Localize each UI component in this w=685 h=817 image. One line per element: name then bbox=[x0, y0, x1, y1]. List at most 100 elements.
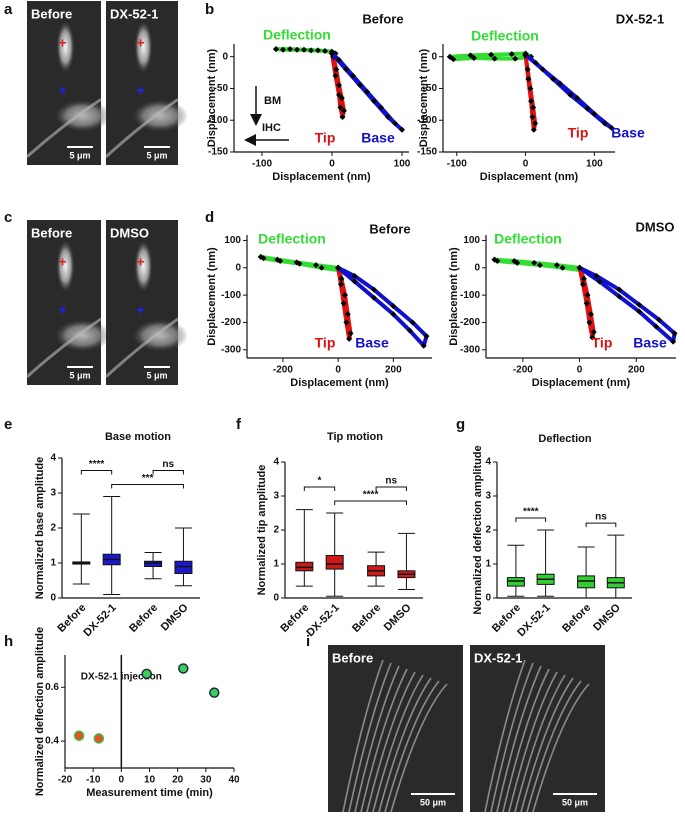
series-label: Base bbox=[633, 335, 667, 351]
trajectory-point bbox=[671, 330, 678, 337]
trajectory-point bbox=[350, 72, 356, 79]
x-axis-label: Displacement (nm) bbox=[290, 377, 389, 389]
trajectory-point bbox=[406, 327, 413, 334]
y-tick-label: 0.4 bbox=[45, 736, 59, 747]
fiber bbox=[526, 680, 582, 813]
x-axis-label: Measurement time (min) bbox=[86, 787, 213, 799]
trajectory-point bbox=[556, 80, 563, 87]
trajectory-point bbox=[371, 286, 378, 293]
trajectory-point bbox=[525, 75, 532, 82]
scale-bar-label: 5 μm bbox=[69, 370, 90, 380]
trajectory-point bbox=[508, 51, 515, 58]
marker-plus: + bbox=[58, 254, 66, 270]
panel-label: a bbox=[4, 1, 13, 18]
trajectory-point bbox=[280, 46, 286, 53]
trajectory-point bbox=[670, 338, 677, 345]
fiber bbox=[532, 683, 590, 813]
trajectory-point bbox=[371, 294, 378, 301]
x-tick-label: DMSO bbox=[591, 601, 623, 633]
trajectory-point bbox=[616, 293, 623, 300]
x-tick-label: Before bbox=[560, 602, 593, 635]
trajectory bbox=[577, 267, 596, 340]
annotation: BM bbox=[264, 95, 281, 107]
significance-bracket bbox=[515, 517, 547, 522]
scale-bar-label: 5 μm bbox=[146, 370, 167, 380]
trajectory-point bbox=[294, 46, 300, 53]
trajectory-point bbox=[390, 303, 397, 310]
trajectory-point bbox=[338, 275, 345, 282]
y-tick-label: 4 bbox=[273, 457, 279, 468]
y-tick-label: -300 bbox=[221, 344, 241, 355]
y-tick-label: 0 bbox=[235, 262, 241, 273]
trajectory-point bbox=[409, 319, 416, 326]
panel-label: e bbox=[4, 416, 12, 433]
micrograph-label: Before bbox=[332, 650, 373, 665]
chart-title: Tip motion bbox=[327, 431, 383, 443]
trajectory-point bbox=[512, 55, 519, 62]
micrograph-label: DX-52-1 bbox=[474, 650, 522, 665]
trajectory-point bbox=[420, 342, 427, 349]
y-tick-label: 4 bbox=[50, 453, 56, 464]
x-tick-label: -100 bbox=[252, 159, 272, 170]
series-label: Tip bbox=[315, 335, 336, 351]
trajectory bbox=[336, 267, 353, 341]
trajectory-point bbox=[590, 329, 597, 336]
y-axis-label: Normalized deflection amplitude bbox=[472, 445, 484, 614]
significance-label: * bbox=[318, 476, 322, 487]
y-tick-label: 0.6 bbox=[45, 682, 59, 693]
x-tick-label: 0 bbox=[335, 365, 341, 376]
trajectory-point bbox=[576, 264, 583, 271]
trajectory-point bbox=[528, 98, 535, 105]
panel-label: g bbox=[456, 416, 465, 433]
hair-bundle bbox=[56, 20, 75, 73]
fiber bbox=[104, 98, 179, 158]
trajectory-point bbox=[591, 110, 598, 117]
x-tick-label: 0 bbox=[577, 365, 583, 376]
trajectory-point bbox=[371, 98, 377, 105]
trajectory-point bbox=[601, 120, 608, 127]
y-tick-label: 2 bbox=[485, 525, 491, 536]
trajectory-point bbox=[340, 107, 347, 114]
x-tick-label: 30 bbox=[200, 775, 212, 786]
y-tick-label: 100 bbox=[463, 235, 480, 246]
trajectory-point bbox=[608, 124, 615, 131]
trajectory-point bbox=[343, 66, 349, 73]
significance-bracket bbox=[152, 470, 184, 475]
box bbox=[577, 575, 596, 589]
trajectory-point bbox=[616, 286, 623, 293]
micrograph-label: Before bbox=[31, 225, 72, 240]
y-tick-label: -100 bbox=[417, 115, 437, 126]
y-tick-label: 2 bbox=[273, 525, 279, 536]
panel-label: b bbox=[205, 1, 214, 18]
fiber bbox=[354, 665, 400, 813]
trajectory-point bbox=[287, 46, 293, 53]
micrograph-label: DMSO bbox=[110, 225, 149, 240]
series-label: Tip bbox=[568, 125, 589, 141]
y-axis-label: Normalized tip amplitude bbox=[256, 465, 268, 596]
fiber bbox=[26, 98, 102, 158]
fiber bbox=[496, 665, 542, 813]
trajectory-point bbox=[527, 85, 534, 92]
trajectory-point bbox=[532, 120, 539, 127]
significance-label: **** bbox=[523, 507, 539, 518]
y-tick-label: 0 bbox=[474, 262, 480, 273]
x-tick-label: 200 bbox=[628, 365, 645, 376]
trajectory-point bbox=[524, 66, 531, 73]
marker-plus: + bbox=[58, 34, 66, 50]
trajectory-point bbox=[522, 51, 529, 58]
y-tick-label: -50 bbox=[423, 83, 438, 94]
trajectory-point bbox=[530, 104, 537, 111]
fiber bbox=[520, 677, 574, 813]
y-tick-label: 100 bbox=[224, 235, 241, 246]
panel-label: d bbox=[205, 209, 214, 226]
trajectory-point bbox=[333, 66, 340, 73]
y-tick-label: 3 bbox=[273, 491, 279, 502]
trajectory-point bbox=[589, 334, 596, 341]
scale-bar-label: 5 μm bbox=[69, 150, 90, 160]
x-tick-label: Before bbox=[127, 602, 160, 635]
x-tick-label: DMSO bbox=[159, 601, 191, 633]
fiber bbox=[348, 662, 392, 813]
trajectory-point bbox=[491, 55, 498, 62]
trajectory bbox=[524, 53, 614, 130]
